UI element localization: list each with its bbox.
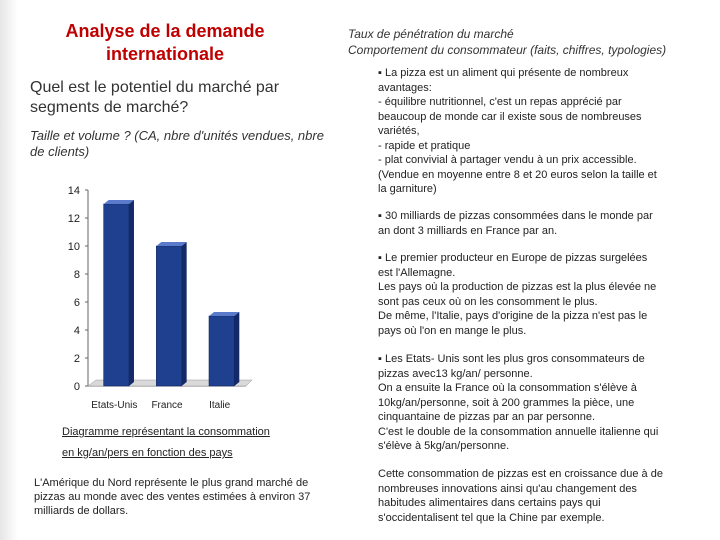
text-line: 10kg/an/personne, soit à 200 grammes la …: [378, 396, 635, 409]
text-block-growth: Cette consommation de pizzas est en croi…: [378, 467, 708, 525]
slide-title-left: Analyse de la demande internationale: [30, 20, 300, 66]
text-line: sont pas ceux où on les consomment le pl…: [378, 295, 598, 308]
text-block-world-consumption: ▪ 30 milliards de pizzas consommées dans…: [378, 209, 708, 238]
chart-caption: Diagramme représentant la consommation e…: [62, 422, 322, 464]
text-line: - rapide et pratique: [378, 139, 471, 152]
text-line: beaucoup de monde car il existe sous de …: [378, 110, 642, 123]
text-block-producers: ▪ Le premier producteur en Europe de piz…: [378, 251, 708, 338]
bar-france: [156, 245, 182, 387]
bar-etats-unis: [103, 203, 130, 387]
y-tick-label: 2: [74, 353, 80, 365]
caption-line-2: en kg/an/pers en fonction des pays: [62, 447, 233, 459]
x-tick-label: France: [151, 400, 183, 411]
bar-top-face: [156, 242, 187, 246]
text-line: nombreuses innovations ainsi qu'au chang…: [378, 482, 637, 495]
consumption-bar-chart: 0 2 4 6 8 10 12 14 Etats-Unis France Italie: [68, 185, 253, 411]
text-line: - équilibre nutritionnel, c'est un repas…: [378, 96, 622, 108]
text-line: est l'Allemagne.: [378, 266, 456, 279]
y-tick-label: 12: [68, 213, 80, 225]
text-line: ▪ La pizza est un aliment qui présente d…: [378, 67, 629, 79]
size-volume-subtitle: Taille et volume ? (CA, nbre d'unités ve…: [30, 128, 324, 159]
y-tick-label: 8: [74, 269, 80, 281]
text-line: avantages:: [378, 81, 432, 94]
y-tick-label: 10: [68, 241, 80, 253]
text-line: ▪ Le premier producteur en Europe de piz…: [378, 252, 648, 264]
text-line: variétés,: [378, 125, 420, 137]
bar-side-face: [128, 200, 134, 386]
title-line-1: Analyse de la demande: [65, 21, 265, 41]
text-line: Les pays où la production de pizzas est …: [378, 281, 657, 293]
text-line: - plat convivial à partager vendu à un p…: [378, 154, 637, 166]
bar-side-face: [234, 312, 240, 386]
text-line: ▪ Les Etats- Unis sont les plus gros con…: [378, 353, 645, 365]
text-block-advantages: ▪ La pizza est un aliment qui présente d…: [378, 66, 708, 197]
slide-title-right: Taux de pénétration du marché Comporteme…: [348, 26, 720, 58]
text-line: pizzas avec13 kg/an/ personne.: [378, 367, 533, 380]
x-tick-label: Italie: [209, 400, 231, 411]
text-line: De même, l'Italie, pays d'origine de la …: [378, 310, 648, 322]
bar-top-face: [209, 312, 240, 316]
text-line: habitudes alimentaires dans certains pay…: [378, 497, 601, 509]
title-line-2: internationale: [105, 44, 225, 64]
text-line: s'élève à 5kg/an/personne.: [378, 440, 510, 452]
right-title-line-1: Taux de pénétration du marché: [348, 27, 514, 41]
y-tick-label: 0: [74, 381, 80, 393]
text-line: an dont 3 milliards en France par an.: [378, 224, 558, 237]
y-tick-label: 4: [74, 325, 80, 337]
x-tick-label: Etats-Unis: [91, 400, 137, 411]
text-line: (Vendue en moyenne entre 8 et 20 euros s…: [378, 168, 657, 181]
right-title-line-2: Comportement du consommateur (faits, chi…: [348, 43, 667, 57]
text-line: pays où l'on en mange le plus.: [378, 324, 527, 337]
text-line: s'occidentalisent tel que la Chine par e…: [378, 511, 605, 524]
north-america-note: L'Amérique du Nord représente le plus gr…: [34, 477, 311, 517]
text-line: Cette consommation de pizzas est en croi…: [378, 468, 663, 480]
text-line: ▪ 30 milliards de pizzas consommées dans…: [378, 210, 653, 222]
text-block-consumers: ▪ Les Etats- Unis sont les plus gros con…: [378, 352, 708, 454]
market-question: Quel est le potentiel du marché par segm…: [30, 79, 280, 116]
bar-top-face: [103, 200, 134, 204]
text-line: On a ensuite la France où la consommatio…: [378, 382, 637, 394]
y-tick-label: 14: [68, 185, 80, 197]
y-tick-label: 6: [74, 297, 80, 309]
text-line: cinquantaine de pizzas par an par person…: [378, 411, 596, 423]
text-line: la garniture): [378, 183, 437, 195]
text-line: C'est le double de la consommation annue…: [378, 425, 659, 438]
bar-italie: [208, 315, 235, 387]
bar-side-face: [181, 242, 187, 386]
caption-line-1: Diagramme représentant la consommation: [62, 426, 270, 438]
slide-background-gradient: [0, 0, 18, 540]
